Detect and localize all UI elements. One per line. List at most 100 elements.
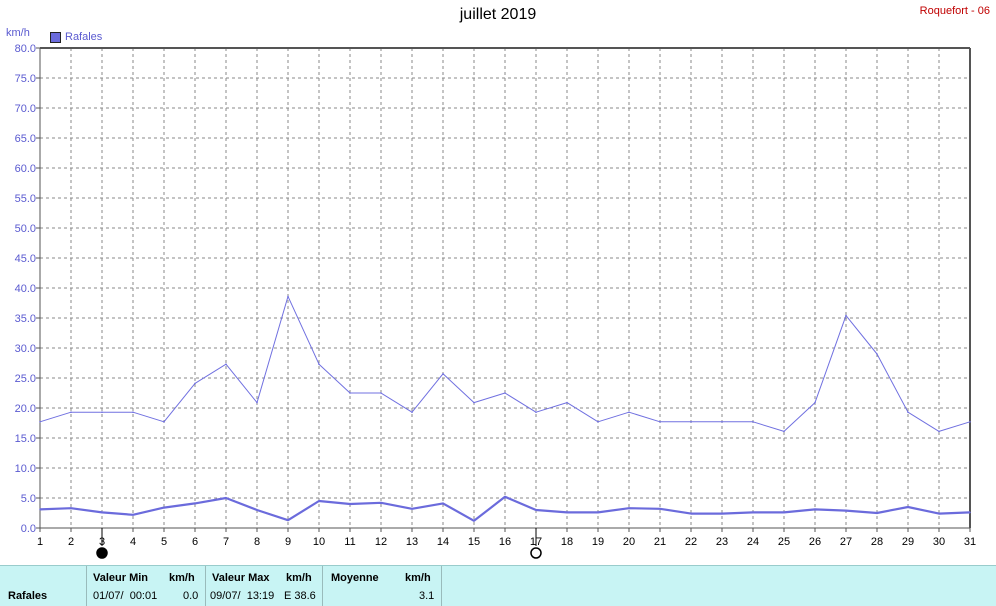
- data-point: [380, 392, 382, 394]
- data-point: [907, 506, 909, 508]
- data-point: [752, 421, 754, 423]
- x-tick-label: 31: [964, 536, 976, 548]
- avg-header: Moyenne: [331, 572, 379, 584]
- data-point: [845, 314, 847, 317]
- data-point: [566, 511, 568, 514]
- x-tick-label: 22: [685, 536, 697, 548]
- new-moon-icon: [96, 547, 108, 559]
- data-point: [101, 411, 103, 414]
- x-tick-label: 21: [654, 536, 666, 548]
- data-point: [845, 509, 847, 512]
- stats-panel: Rafales Valeur Min km/h 01/07/ 00:01 0.0…: [0, 565, 996, 606]
- data-point: [132, 514, 134, 516]
- data-point: [256, 509, 258, 511]
- min-unit: km/h: [169, 572, 195, 584]
- data-point: [349, 392, 351, 394]
- data-point: [70, 507, 72, 510]
- legend-swatch: [50, 31, 61, 43]
- x-tick-label: 18: [561, 536, 573, 548]
- x-tick-label: 1: [37, 536, 43, 548]
- y-tick-label: 20.0: [15, 403, 36, 415]
- max-date: 09/07/ 13:19: [210, 590, 275, 602]
- x-tick-label: 29: [902, 536, 914, 548]
- x-tick-label: 19: [592, 536, 604, 548]
- y-tick-label: 50.0: [15, 223, 36, 235]
- y-tick-label: 65.0: [15, 133, 36, 145]
- avg-unit: km/h: [405, 572, 431, 584]
- data-point: [194, 502, 196, 505]
- x-tick-label: 23: [716, 536, 728, 548]
- x-tick-label: 20: [623, 536, 635, 548]
- stats-min-cell: Valeur Min km/h 01/07/ 00:01 0.0: [87, 566, 206, 606]
- max-unit: km/h: [286, 572, 312, 584]
- data-point: [473, 520, 475, 522]
- y-tick-label: 25.0: [15, 373, 36, 385]
- data-point: [535, 509, 537, 511]
- x-tick-label: 11: [344, 536, 355, 548]
- data-point: [752, 511, 754, 514]
- data-point: [411, 411, 413, 414]
- data-point: [442, 502, 444, 505]
- full-moon-icon: [530, 547, 542, 559]
- x-tick-label: 28: [871, 536, 883, 548]
- data-point: [814, 401, 816, 404]
- data-point: [566, 401, 568, 404]
- data-point: [907, 411, 909, 414]
- data-point: [225, 363, 227, 366]
- y-tick-label: 75.0: [15, 73, 36, 85]
- y-tick-label: 60.0: [15, 163, 36, 175]
- x-tick-label: 26: [809, 536, 821, 548]
- data-point: [442, 373, 444, 375]
- station-name: Roquefort - 06: [919, 5, 990, 17]
- data-point: [101, 511, 103, 514]
- data-point: [659, 508, 661, 510]
- x-tick-label: 7: [223, 536, 229, 548]
- data-point: [628, 411, 630, 414]
- data-point: [504, 392, 506, 394]
- x-tick-label: 15: [468, 536, 480, 548]
- stats-row-label: Rafales: [8, 590, 48, 602]
- stats-max-cell: Valeur Max km/h 09/07/ 13:19 E 38.6: [206, 566, 323, 606]
- data-point: [535, 411, 537, 414]
- data-point: [504, 496, 506, 498]
- data-point: [969, 421, 971, 423]
- x-tick-label: 10: [313, 536, 325, 548]
- y-tick-label: 55.0: [15, 193, 36, 205]
- x-tick-label: 24: [747, 536, 759, 548]
- stats-avg-cell: Moyenne km/h 3.1: [323, 566, 442, 606]
- data-point: [194, 382, 196, 385]
- data-point: [659, 421, 661, 423]
- min-value: 0.0: [183, 590, 199, 602]
- y-axis-unit: km/h: [6, 27, 30, 39]
- data-point: [163, 421, 165, 423]
- x-tick-label: 2: [68, 536, 74, 548]
- x-tick-label: 8: [254, 536, 260, 548]
- x-tick-label: 14: [437, 536, 449, 548]
- data-point: [287, 519, 289, 521]
- max-header: Valeur Max: [212, 572, 270, 584]
- x-tick-label: 27: [840, 536, 852, 548]
- y-tick-label: 5.0: [21, 493, 36, 505]
- y-tick-label: 70.0: [15, 103, 36, 115]
- data-point: [39, 508, 41, 511]
- y-tick-label: 10.0: [15, 463, 36, 475]
- data-point: [287, 295, 289, 298]
- chart-title: juillet 2019: [459, 6, 537, 23]
- data-point: [969, 511, 971, 514]
- data-point: [411, 508, 413, 510]
- x-tick-label: 5: [161, 536, 167, 548]
- chart-svg: 0.0 5.0 10.0 15.0 20.0 25.0 30.0 35.0 40.0 45.0 50…: [15, 43, 976, 559]
- data-point: [318, 500, 320, 502]
- y-tick-label: 15.0: [15, 433, 36, 445]
- x-tick-label: 12: [375, 536, 387, 548]
- x-tick-label: 30: [933, 536, 945, 548]
- x-tick-label: 25: [778, 536, 790, 548]
- data-point: [628, 507, 630, 510]
- min-header: Valeur Min: [93, 572, 149, 584]
- data-point: [783, 430, 785, 433]
- data-point: [380, 502, 382, 504]
- data-point: [256, 401, 258, 404]
- y-tick-label: 0.0: [21, 523, 36, 535]
- data-point: [597, 511, 599, 514]
- data-point: [783, 511, 785, 514]
